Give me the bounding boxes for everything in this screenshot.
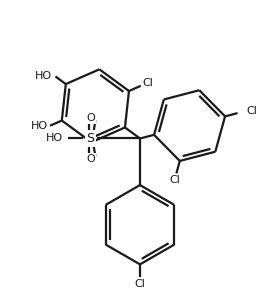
Text: HO: HO <box>35 72 52 81</box>
Text: Cl: Cl <box>135 279 145 289</box>
Text: HO: HO <box>31 121 48 131</box>
Text: Cl: Cl <box>246 106 257 116</box>
Text: O: O <box>86 154 95 164</box>
Text: Cl: Cl <box>143 78 153 88</box>
Text: O: O <box>86 113 95 123</box>
Text: HO: HO <box>46 134 63 143</box>
Text: S: S <box>87 132 94 145</box>
Text: Cl: Cl <box>169 175 180 185</box>
